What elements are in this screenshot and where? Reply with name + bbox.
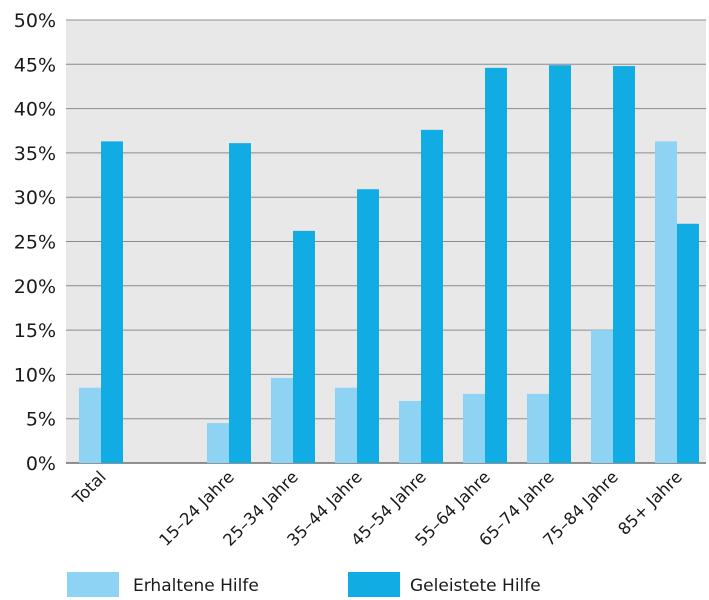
bar-erhaltene-hilfe-85-jahre <box>655 141 677 463</box>
legend-swatch-erhaltene-hilfe <box>67 572 119 597</box>
legend-swatch-geleistete-hilfe <box>348 572 400 597</box>
y-tick-label: 15% <box>14 320 56 342</box>
bar-geleistete-hilfe-85-jahre <box>677 223 699 463</box>
bar-erhaltene-hilfe-35-44-jahre <box>335 387 357 463</box>
bar-geleistete-hilfe-75-84-jahre <box>613 66 635 464</box>
y-tick-label: 20% <box>14 276 56 298</box>
y-tick-label: 30% <box>14 187 56 209</box>
legend-label-erhaltene-hilfe: Erhaltene Hilfe <box>133 576 259 596</box>
bar-erhaltene-hilfe-55-64-jahre <box>463 393 485 463</box>
bar-geleistete-hilfe-55-64-jahre <box>485 67 507 464</box>
bar-erhaltene-hilfe-25-34-jahre <box>271 377 293 463</box>
y-tick-label: 50% <box>14 10 56 32</box>
x-category-label: 85+ Jahre <box>614 467 685 538</box>
y-tick-label: 45% <box>14 54 56 76</box>
bar-geleistete-hilfe-total <box>101 141 123 463</box>
bar-geleistete-hilfe-15-24-jahre <box>229 143 251 464</box>
bar-erhaltene-hilfe-75-84-jahre <box>591 330 613 463</box>
x-category-label: Total <box>68 467 109 508</box>
bar-erhaltene-hilfe-15-24-jahre <box>207 423 229 463</box>
bar-geleistete-hilfe-65-74-jahre <box>549 65 571 463</box>
y-tick-label: 40% <box>14 99 56 121</box>
bars <box>79 65 699 464</box>
y-axis-tick-labels: 0% 5% 10% 15% 20% 25% 30% 35% 40% 45% 50% <box>14 10 56 475</box>
bar-geleistete-hilfe-45-54-jahre <box>421 129 443 463</box>
y-tick-label: 25% <box>14 232 56 254</box>
y-tick-label: 0% <box>26 453 56 475</box>
legend: Erhaltene Hilfe Geleistete Hilfe <box>67 572 541 597</box>
bar-erhaltene-hilfe-45-54-jahre <box>399 400 421 463</box>
bar-geleistete-hilfe-35-44-jahre <box>357 189 379 463</box>
bar-geleistete-hilfe-25-34-jahre <box>293 230 315 463</box>
bar-erhaltene-hilfe-total <box>79 387 101 463</box>
y-tick-label: 35% <box>14 143 56 165</box>
gridlines <box>66 19 706 464</box>
legend-label-geleistete-hilfe: Geleistete Hilfe <box>410 576 541 596</box>
bar-erhaltene-hilfe-65-74-jahre <box>527 393 549 463</box>
y-tick-label: 10% <box>14 364 56 386</box>
y-tick-label: 5% <box>26 409 56 431</box>
